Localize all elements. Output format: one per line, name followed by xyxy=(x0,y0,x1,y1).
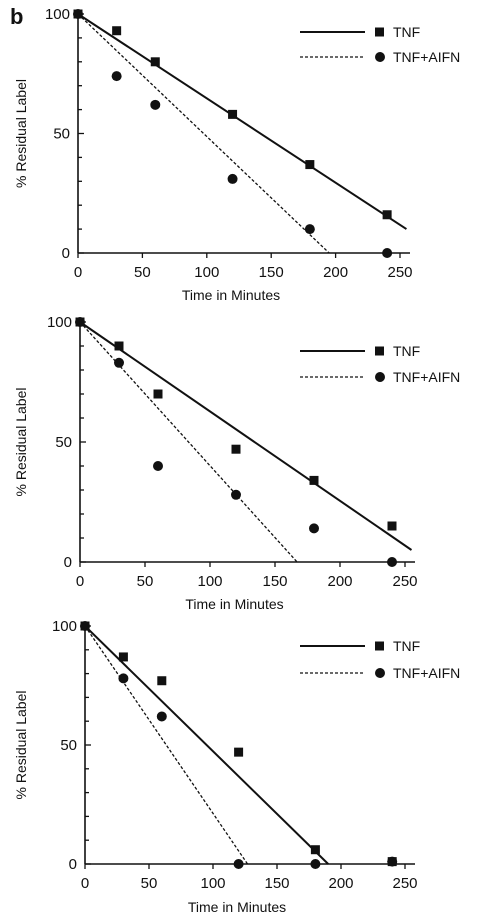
x-axis-label: Time in Minutes xyxy=(188,899,286,915)
data-point-tnf xyxy=(114,341,124,351)
data-point-tnf-aifn xyxy=(75,317,85,327)
x-tick-label: 0 xyxy=(81,875,89,892)
data-point-tnf xyxy=(234,747,244,757)
data-point-tnf-aifn xyxy=(114,357,124,368)
fit-line-tnf xyxy=(77,13,407,230)
y-tick-label: 50 xyxy=(55,434,72,451)
legend-label: TNF+AIFN xyxy=(393,665,460,681)
chart-panel-1: 0 50 100 0 50 100 150 200 250 Time in Minutes % Re… xyxy=(13,6,460,303)
data-point-tnf xyxy=(157,676,167,686)
fit-line-tnf-aifn xyxy=(77,13,330,254)
y-tick-label: 0 xyxy=(62,245,70,262)
legend-label: TNF xyxy=(393,343,420,359)
data-point-tnf xyxy=(150,57,160,67)
y-tick-label: 50 xyxy=(60,737,77,754)
data-point-tnf xyxy=(112,26,122,36)
x-tick-label: 100 xyxy=(197,573,222,590)
data-point-tnf-aifn xyxy=(309,523,319,534)
x-tick-label: 250 xyxy=(387,264,412,281)
legend-marker-circle xyxy=(375,52,385,62)
data-point-tnf-aifn xyxy=(73,9,83,19)
x-axis-label: Time in Minutes xyxy=(185,596,283,612)
y-tick-label: 0 xyxy=(69,856,77,873)
data-point-tnf xyxy=(118,652,128,662)
data-point-tnf-aifn xyxy=(156,711,167,722)
legend-marker-square xyxy=(375,27,384,37)
y-tick-label: 50 xyxy=(53,126,70,143)
y-tick-label: 100 xyxy=(47,314,72,331)
legend-label: TNF+AIFN xyxy=(393,49,460,65)
fit-line-tnf xyxy=(84,625,329,865)
data-point-tnf xyxy=(387,521,397,531)
data-point-tnf xyxy=(309,475,319,485)
x-tick-label: 150 xyxy=(262,573,287,590)
legend-label: TNF+AIFN xyxy=(393,369,460,385)
y-axis-label: % Residual Label xyxy=(13,79,29,188)
data-point-tnf-aifn xyxy=(310,859,321,869)
x-tick-label: 0 xyxy=(76,573,84,590)
data-point-tnf-aifn xyxy=(231,489,241,500)
legend-label: TNF xyxy=(393,24,420,40)
data-point-tnf xyxy=(310,845,320,855)
data-point-tnf-aifn xyxy=(80,621,90,631)
y-tick-label: 100 xyxy=(52,618,77,635)
chart-panel-3: 0 50 100 0 50 100 150 200 250 Time in Minutes % Re… xyxy=(13,618,460,915)
fit-line-tnf-aifn xyxy=(84,625,249,865)
x-tick-label: 250 xyxy=(392,875,417,892)
panel-label: b xyxy=(10,4,24,29)
data-point-tnf xyxy=(228,109,238,119)
data-point-tnf-aifn xyxy=(111,71,122,82)
y-tick-label: 0 xyxy=(64,554,72,571)
data-point-tnf xyxy=(382,210,392,220)
x-tick-label: 200 xyxy=(328,875,353,892)
data-point-tnf-aifn xyxy=(118,673,129,684)
data-point-tnf-aifn xyxy=(382,248,393,258)
legend-label: TNF xyxy=(393,638,420,654)
data-point-tnf xyxy=(305,160,315,170)
x-tick-label: 0 xyxy=(74,264,82,281)
x-tick-label: 100 xyxy=(194,264,219,281)
x-tick-label: 50 xyxy=(137,573,154,590)
chart-panel-2: 0 50 100 0 50 100 150 200 250 Time in Minutes % Re… xyxy=(13,314,460,612)
data-point-tnf-aifn xyxy=(153,461,163,471)
x-tick-label: 100 xyxy=(200,875,225,892)
x-tick-label: 250 xyxy=(392,573,417,590)
y-axis-label: % Residual Label xyxy=(13,388,29,497)
data-point-tnf-aifn xyxy=(387,557,397,567)
data-point-tnf-aifn xyxy=(227,173,238,184)
data-point-tnf-aifn xyxy=(304,224,315,235)
fit-line-tnf-aifn xyxy=(79,321,298,563)
data-point-tnf xyxy=(231,444,241,454)
x-tick-label: 150 xyxy=(264,875,289,892)
legend-marker-circle xyxy=(375,372,385,382)
x-tick-label: 200 xyxy=(323,264,348,281)
data-point-tnf-aifn xyxy=(233,859,244,869)
y-tick-label: 100 xyxy=(45,6,70,23)
legend-marker-square xyxy=(375,346,384,356)
x-axis-label: Time in Minutes xyxy=(182,287,280,303)
x-tick-label: 150 xyxy=(259,264,284,281)
legend-marker-circle xyxy=(375,668,385,678)
x-tick-label: 50 xyxy=(134,264,151,281)
data-point-tnf-aifn xyxy=(387,856,398,867)
data-point-tnf xyxy=(153,389,163,399)
fit-line-tnf xyxy=(79,321,413,551)
data-point-tnf-aifn xyxy=(150,99,161,110)
legend-marker-square xyxy=(375,641,384,651)
x-tick-label: 200 xyxy=(327,573,352,590)
x-tick-label: 50 xyxy=(141,875,158,892)
y-axis-label: % Residual Label xyxy=(13,691,29,800)
